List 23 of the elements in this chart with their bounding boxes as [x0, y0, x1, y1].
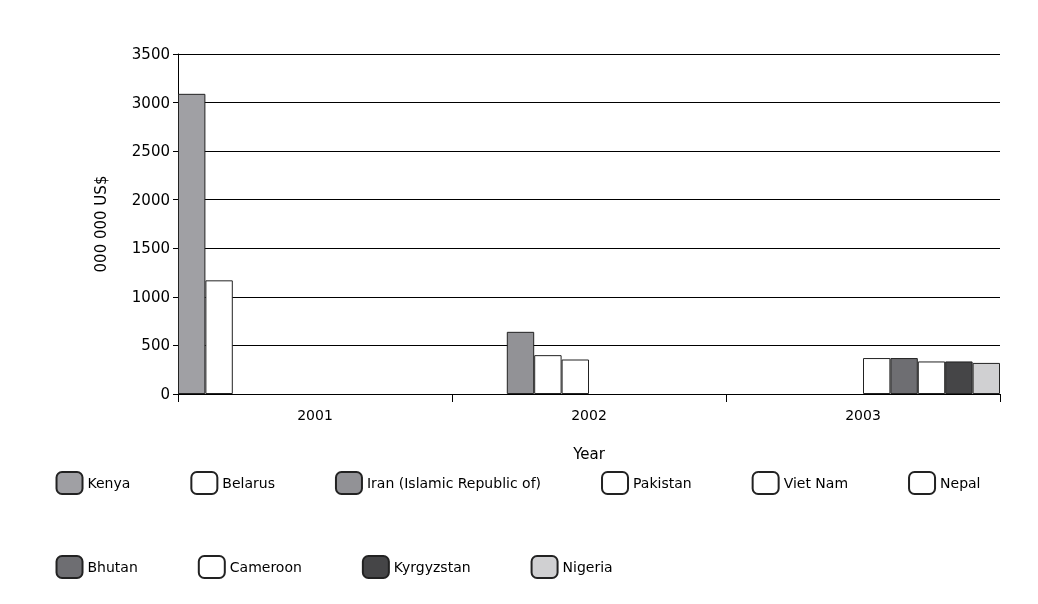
legend-label: Kenya	[87, 475, 131, 491]
legend-label: Kyrgyzstan	[393, 559, 471, 575]
x-axis-title: Year	[572, 444, 606, 463]
y-tick-label: 2000	[131, 190, 170, 209]
legend-label: Pakistan	[633, 475, 692, 491]
legend-label: Nepal	[940, 475, 981, 491]
x-tick-label: 2002	[571, 407, 607, 423]
legend-label: Nigeria	[562, 559, 613, 575]
y-tick-label: 1500	[131, 239, 170, 258]
legend-label: Bhutan	[87, 559, 138, 575]
y-tick-label: 0	[160, 385, 170, 403]
y-tick-label: 1000	[131, 287, 170, 306]
x-tick-label: 2001	[297, 407, 333, 423]
legend-label: Cameroon	[229, 559, 302, 575]
y-axis-title: 000 000 US$	[91, 175, 110, 273]
legend-label: Viet Nam	[783, 475, 849, 491]
x-tick-label: 2003	[845, 407, 881, 423]
y-tick-label: 3500	[131, 45, 170, 63]
legend-label: Iran (Islamic Republic of)	[366, 475, 542, 491]
legend-label: Belarus	[222, 475, 275, 491]
y-tick-label: 500	[141, 336, 170, 355]
y-tick-label: 3000	[131, 93, 170, 112]
y-tick-label: 2500	[131, 142, 170, 161]
